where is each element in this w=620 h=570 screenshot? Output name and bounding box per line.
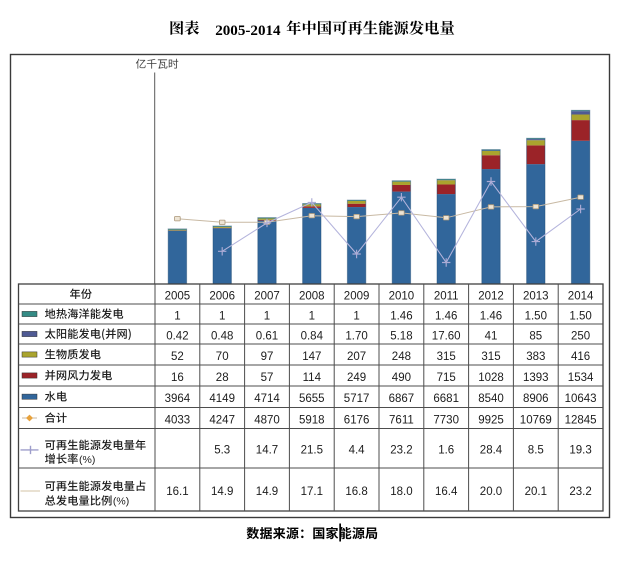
svg-text:14.7: 14.7 xyxy=(256,445,278,457)
svg-text:85: 85 xyxy=(529,330,542,342)
svg-text:416: 416 xyxy=(571,351,590,363)
svg-text:2008: 2008 xyxy=(299,290,325,302)
svg-text:383: 383 xyxy=(526,351,545,363)
svg-text:16: 16 xyxy=(171,372,184,384)
svg-text:16.8: 16.8 xyxy=(345,486,367,498)
svg-text:6867: 6867 xyxy=(389,393,415,405)
svg-text:1.46: 1.46 xyxy=(390,310,412,322)
svg-text:1: 1 xyxy=(353,310,359,322)
svg-text:1.46: 1.46 xyxy=(435,310,457,322)
svg-text:18.0: 18.0 xyxy=(390,486,412,498)
svg-text:1393: 1393 xyxy=(523,372,549,384)
svg-text:7611: 7611 xyxy=(389,414,414,426)
svg-text:4.4: 4.4 xyxy=(349,445,366,457)
svg-text:490: 490 xyxy=(392,372,411,384)
svg-text:5655: 5655 xyxy=(299,393,325,405)
svg-text:70: 70 xyxy=(216,351,229,363)
svg-text:10643: 10643 xyxy=(565,393,597,405)
svg-text:16.4: 16.4 xyxy=(435,486,458,498)
svg-text:2010: 2010 xyxy=(389,290,415,302)
svg-text:1.50: 1.50 xyxy=(569,310,591,322)
svg-text:(%): (%) xyxy=(79,454,95,466)
svg-text:248: 248 xyxy=(392,351,411,363)
svg-text:0.84: 0.84 xyxy=(301,330,324,342)
svg-text:1.46: 1.46 xyxy=(480,310,502,322)
svg-text:1534: 1534 xyxy=(568,372,594,384)
svg-text:3964: 3964 xyxy=(165,393,191,405)
svg-text:2006: 2006 xyxy=(209,290,235,302)
svg-text:2007: 2007 xyxy=(254,290,280,302)
svg-text:250: 250 xyxy=(571,330,590,342)
svg-text:19.3: 19.3 xyxy=(569,445,591,457)
svg-text:4714: 4714 xyxy=(254,393,280,405)
svg-text:14.9: 14.9 xyxy=(211,486,233,498)
svg-text:8906: 8906 xyxy=(523,393,549,405)
svg-text:5.18: 5.18 xyxy=(390,330,412,342)
svg-text:4247: 4247 xyxy=(209,414,235,426)
svg-text:715: 715 xyxy=(437,372,456,384)
svg-text:5918: 5918 xyxy=(299,414,325,426)
svg-text:2013: 2013 xyxy=(523,290,549,302)
svg-text:9925: 9925 xyxy=(478,414,504,426)
svg-text:1028: 1028 xyxy=(478,372,504,384)
svg-text:10769: 10769 xyxy=(520,414,552,426)
svg-text:20.0: 20.0 xyxy=(480,486,502,498)
svg-text:57: 57 xyxy=(261,372,274,384)
svg-text:5.3: 5.3 xyxy=(214,445,230,457)
svg-text:147: 147 xyxy=(302,351,321,363)
svg-text:4149: 4149 xyxy=(209,393,235,405)
svg-text:7730: 7730 xyxy=(433,414,459,426)
svg-text:1: 1 xyxy=(219,310,225,322)
svg-text:2005-2014: 2005-2014 xyxy=(215,23,281,39)
svg-text:1: 1 xyxy=(174,310,180,322)
svg-text:315: 315 xyxy=(481,351,500,363)
svg-text:23.2: 23.2 xyxy=(390,445,412,457)
svg-text:8540: 8540 xyxy=(478,393,504,405)
svg-text:1.70: 1.70 xyxy=(345,330,367,342)
svg-text:28: 28 xyxy=(216,372,229,384)
svg-text:41: 41 xyxy=(485,330,498,342)
svg-text:1.6: 1.6 xyxy=(438,445,454,457)
svg-text:2009: 2009 xyxy=(344,290,370,302)
svg-text:2005: 2005 xyxy=(165,290,191,302)
svg-text:17.60: 17.60 xyxy=(432,330,461,342)
svg-text:0.61: 0.61 xyxy=(256,330,278,342)
svg-text:2012: 2012 xyxy=(478,290,504,302)
svg-text:12845: 12845 xyxy=(565,414,597,426)
svg-text:20.1: 20.1 xyxy=(525,486,547,498)
svg-text:21.5: 21.5 xyxy=(301,445,323,457)
svg-text:2011: 2011 xyxy=(434,290,459,302)
svg-text:207: 207 xyxy=(347,351,366,363)
svg-text:17.1: 17.1 xyxy=(301,486,323,498)
svg-text:4033: 4033 xyxy=(165,414,191,426)
svg-text:6176: 6176 xyxy=(344,414,370,426)
svg-text:4870: 4870 xyxy=(254,414,280,426)
svg-text:114: 114 xyxy=(303,372,322,384)
svg-text:1: 1 xyxy=(309,310,315,322)
svg-text:6681: 6681 xyxy=(433,393,459,405)
svg-text:(%): (%) xyxy=(113,496,129,508)
svg-text:8.5: 8.5 xyxy=(528,445,544,457)
svg-text:249: 249 xyxy=(347,372,366,384)
svg-text:23.2: 23.2 xyxy=(569,486,591,498)
svg-text:14.9: 14.9 xyxy=(256,486,278,498)
svg-text:1.50: 1.50 xyxy=(525,310,547,322)
svg-text:16.1: 16.1 xyxy=(166,486,188,498)
svg-text:5717: 5717 xyxy=(344,393,370,405)
svg-text:2014: 2014 xyxy=(568,290,594,302)
svg-text:52: 52 xyxy=(171,351,184,363)
svg-text:97: 97 xyxy=(261,351,274,363)
svg-text:28.4: 28.4 xyxy=(480,445,503,457)
svg-text:315: 315 xyxy=(437,351,456,363)
svg-text:1: 1 xyxy=(264,310,270,322)
svg-text:0.48: 0.48 xyxy=(211,330,233,342)
svg-text:0.42: 0.42 xyxy=(166,330,188,342)
